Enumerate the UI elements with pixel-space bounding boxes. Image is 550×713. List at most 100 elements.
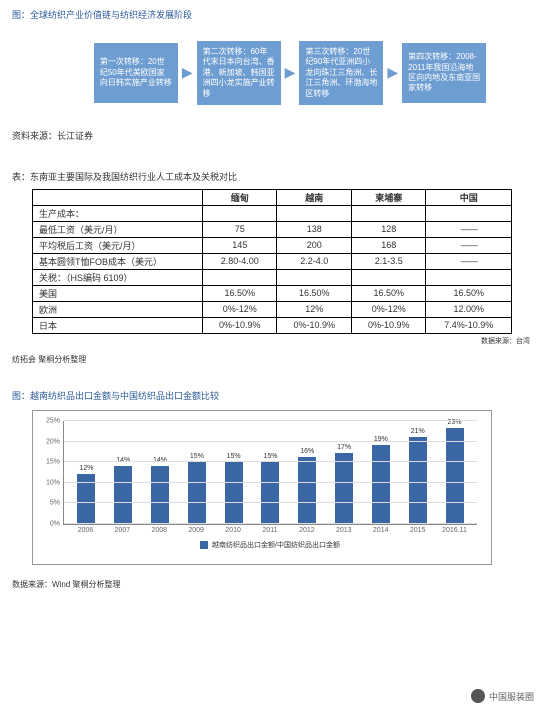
bar-value-label: 15% [263,453,277,460]
table-row: 基本圆领T恤FOB成本（美元）2.80-4.002.2-4.02.1-3.5—— [33,253,512,269]
bar-value-label: 15% [190,453,204,460]
bar-group: 19% [366,436,396,524]
bar [298,457,316,524]
table-cell: 2.1-3.5 [351,253,425,269]
bar-group: 21% [403,428,433,524]
bar-chart: 12%14%14%15%15%15%16%17%19%21%23% 0%5%10… [32,410,492,565]
x-tick-label: 2011 [255,527,285,534]
bar [261,462,279,524]
y-tick-label: 20% [46,438,64,445]
grid-line: 25% [64,420,477,421]
section2-title: 表：东南亚主要国际及我国纺织行业人工成本及关税对比 [12,170,538,183]
table-source-right: 数据来源：台湾 [12,336,530,346]
x-tick-label: 2007 [107,527,137,534]
section3-title: 图：越南纺织品出口金额与中国纺织品出口金额比较 [12,389,538,402]
legend-swatch [200,541,208,549]
bar [225,462,243,524]
table-row: 生产成本： [33,205,512,221]
col-header: 缅甸 [203,189,277,205]
bar [114,466,132,524]
table-row: 日本0%-10.9%0%-10.9%0%-10.9%7.4%-10.9% [33,317,512,333]
arrow-icon: ▶ [182,64,193,81]
bar [372,445,390,524]
grid-line: 0% [64,523,477,524]
table-cell: 168 [351,237,425,253]
bar-group: 23% [440,419,470,524]
table-cell: 生产成本： [33,205,203,221]
x-tick-label: 2006 [70,527,100,534]
arrow-icon: ▶ [387,64,398,81]
arrow-icon: ▶ [285,64,296,81]
table-cell: 关税：（HS编码 6109） [33,269,203,285]
bar-value-label: 19% [374,436,388,443]
table-row: 美国16.50%16.50%16.50%16.50% [33,285,512,301]
table-cell: 日本 [33,317,203,333]
y-tick-label: 25% [46,417,64,424]
flow-diagram: 第一次转移：20世纪50年代美欧国家向日韩实施产业转移 ▶ 第二次转移：60年代… [12,41,538,105]
grid-line: 20% [64,441,477,442]
table-cell: 0%-10.9% [203,317,277,333]
bar [335,453,353,524]
bar-value-label: 15% [227,453,241,460]
bar-group: 12% [71,465,101,524]
table-cell [351,205,425,221]
plot-area: 12%14%14%15%15%15%16%17%19%21%23% 0%5%10… [63,421,477,525]
table-cell: 7.4%-10.9% [426,317,512,333]
bar-value-label: 21% [411,428,425,435]
table-row: 欧洲0%-12%12%0%-12%12.00% [33,301,512,317]
table-cell: 128 [351,221,425,237]
table-row: 最低工资（美元/月）75138128—— [33,221,512,237]
table-cell: 0%-10.9% [351,317,425,333]
table-cell: 最低工资（美元/月） [33,221,203,237]
y-tick-label: 15% [46,459,64,466]
table-cell [351,269,425,285]
table-cell: 16.50% [277,285,351,301]
bar-group: 14% [145,457,175,524]
bar-value-label: 16% [300,448,314,455]
table-cell: 平均税后工资（美元/月） [33,237,203,253]
col-header: 越南 [277,189,351,205]
x-tick-label: 2013 [329,527,359,534]
table-cell: 16.50% [351,285,425,301]
flow-box-1: 第一次转移：20世纪50年代美欧国家向日韩实施产业转移 [94,43,178,103]
section1-title: 图：全球纺织产业价值链与纺织经济发展阶段 [12,8,538,21]
y-tick-label: 0% [50,520,64,527]
table-cell: 欧洲 [33,301,203,317]
table-cell: 200 [277,237,351,253]
x-tick-label: 2012 [292,527,322,534]
table-cell [426,269,512,285]
bars-container: 12%14%14%15%15%15%16%17%19%21%23% [64,421,477,524]
grid-line: 10% [64,482,477,483]
table-cell [426,205,512,221]
table-cell: 75 [203,221,277,237]
footer-brand: 中国服装圈 [471,689,534,703]
table-cell: 145 [203,237,277,253]
section1-source: 资料来源：长江证券 [12,129,538,142]
table-cell: 2.80-4.00 [203,253,277,269]
bar-group: 14% [108,457,138,524]
bar-group: 15% [219,453,249,524]
flow-box-2: 第二次转移：60年代末日本向台湾、香港、新加坡、韩国亚洲四小龙实施产业转移 [197,41,281,105]
table-cell: 美国 [33,285,203,301]
bar-group: 17% [329,444,359,524]
table-cell [277,205,351,221]
legend-label: 越南纺织品出口金额/中国纺织品出口金额 [212,540,340,550]
bar-group: 16% [292,448,322,524]
bar [409,437,427,524]
col-header [33,189,203,205]
table-source-left: 纺拓会 聚桐分析整理 [12,354,538,365]
bar [151,466,169,524]
table-cell: 12% [277,301,351,317]
table-cell: 基本圆领T恤FOB成本（美元） [33,253,203,269]
table-cell: —— [426,253,512,269]
bar [188,462,206,524]
table-cell: 0%-12% [351,301,425,317]
table-cell: 2.2-4.0 [277,253,351,269]
y-tick-label: 5% [50,500,64,507]
brand-label: 中国服装圈 [489,690,534,703]
table-cell: 0%-10.9% [277,317,351,333]
table-cell: 12.00% [426,301,512,317]
y-tick-label: 10% [46,479,64,486]
x-tick-label: 2010 [218,527,248,534]
x-tick-label: 2015 [403,527,433,534]
